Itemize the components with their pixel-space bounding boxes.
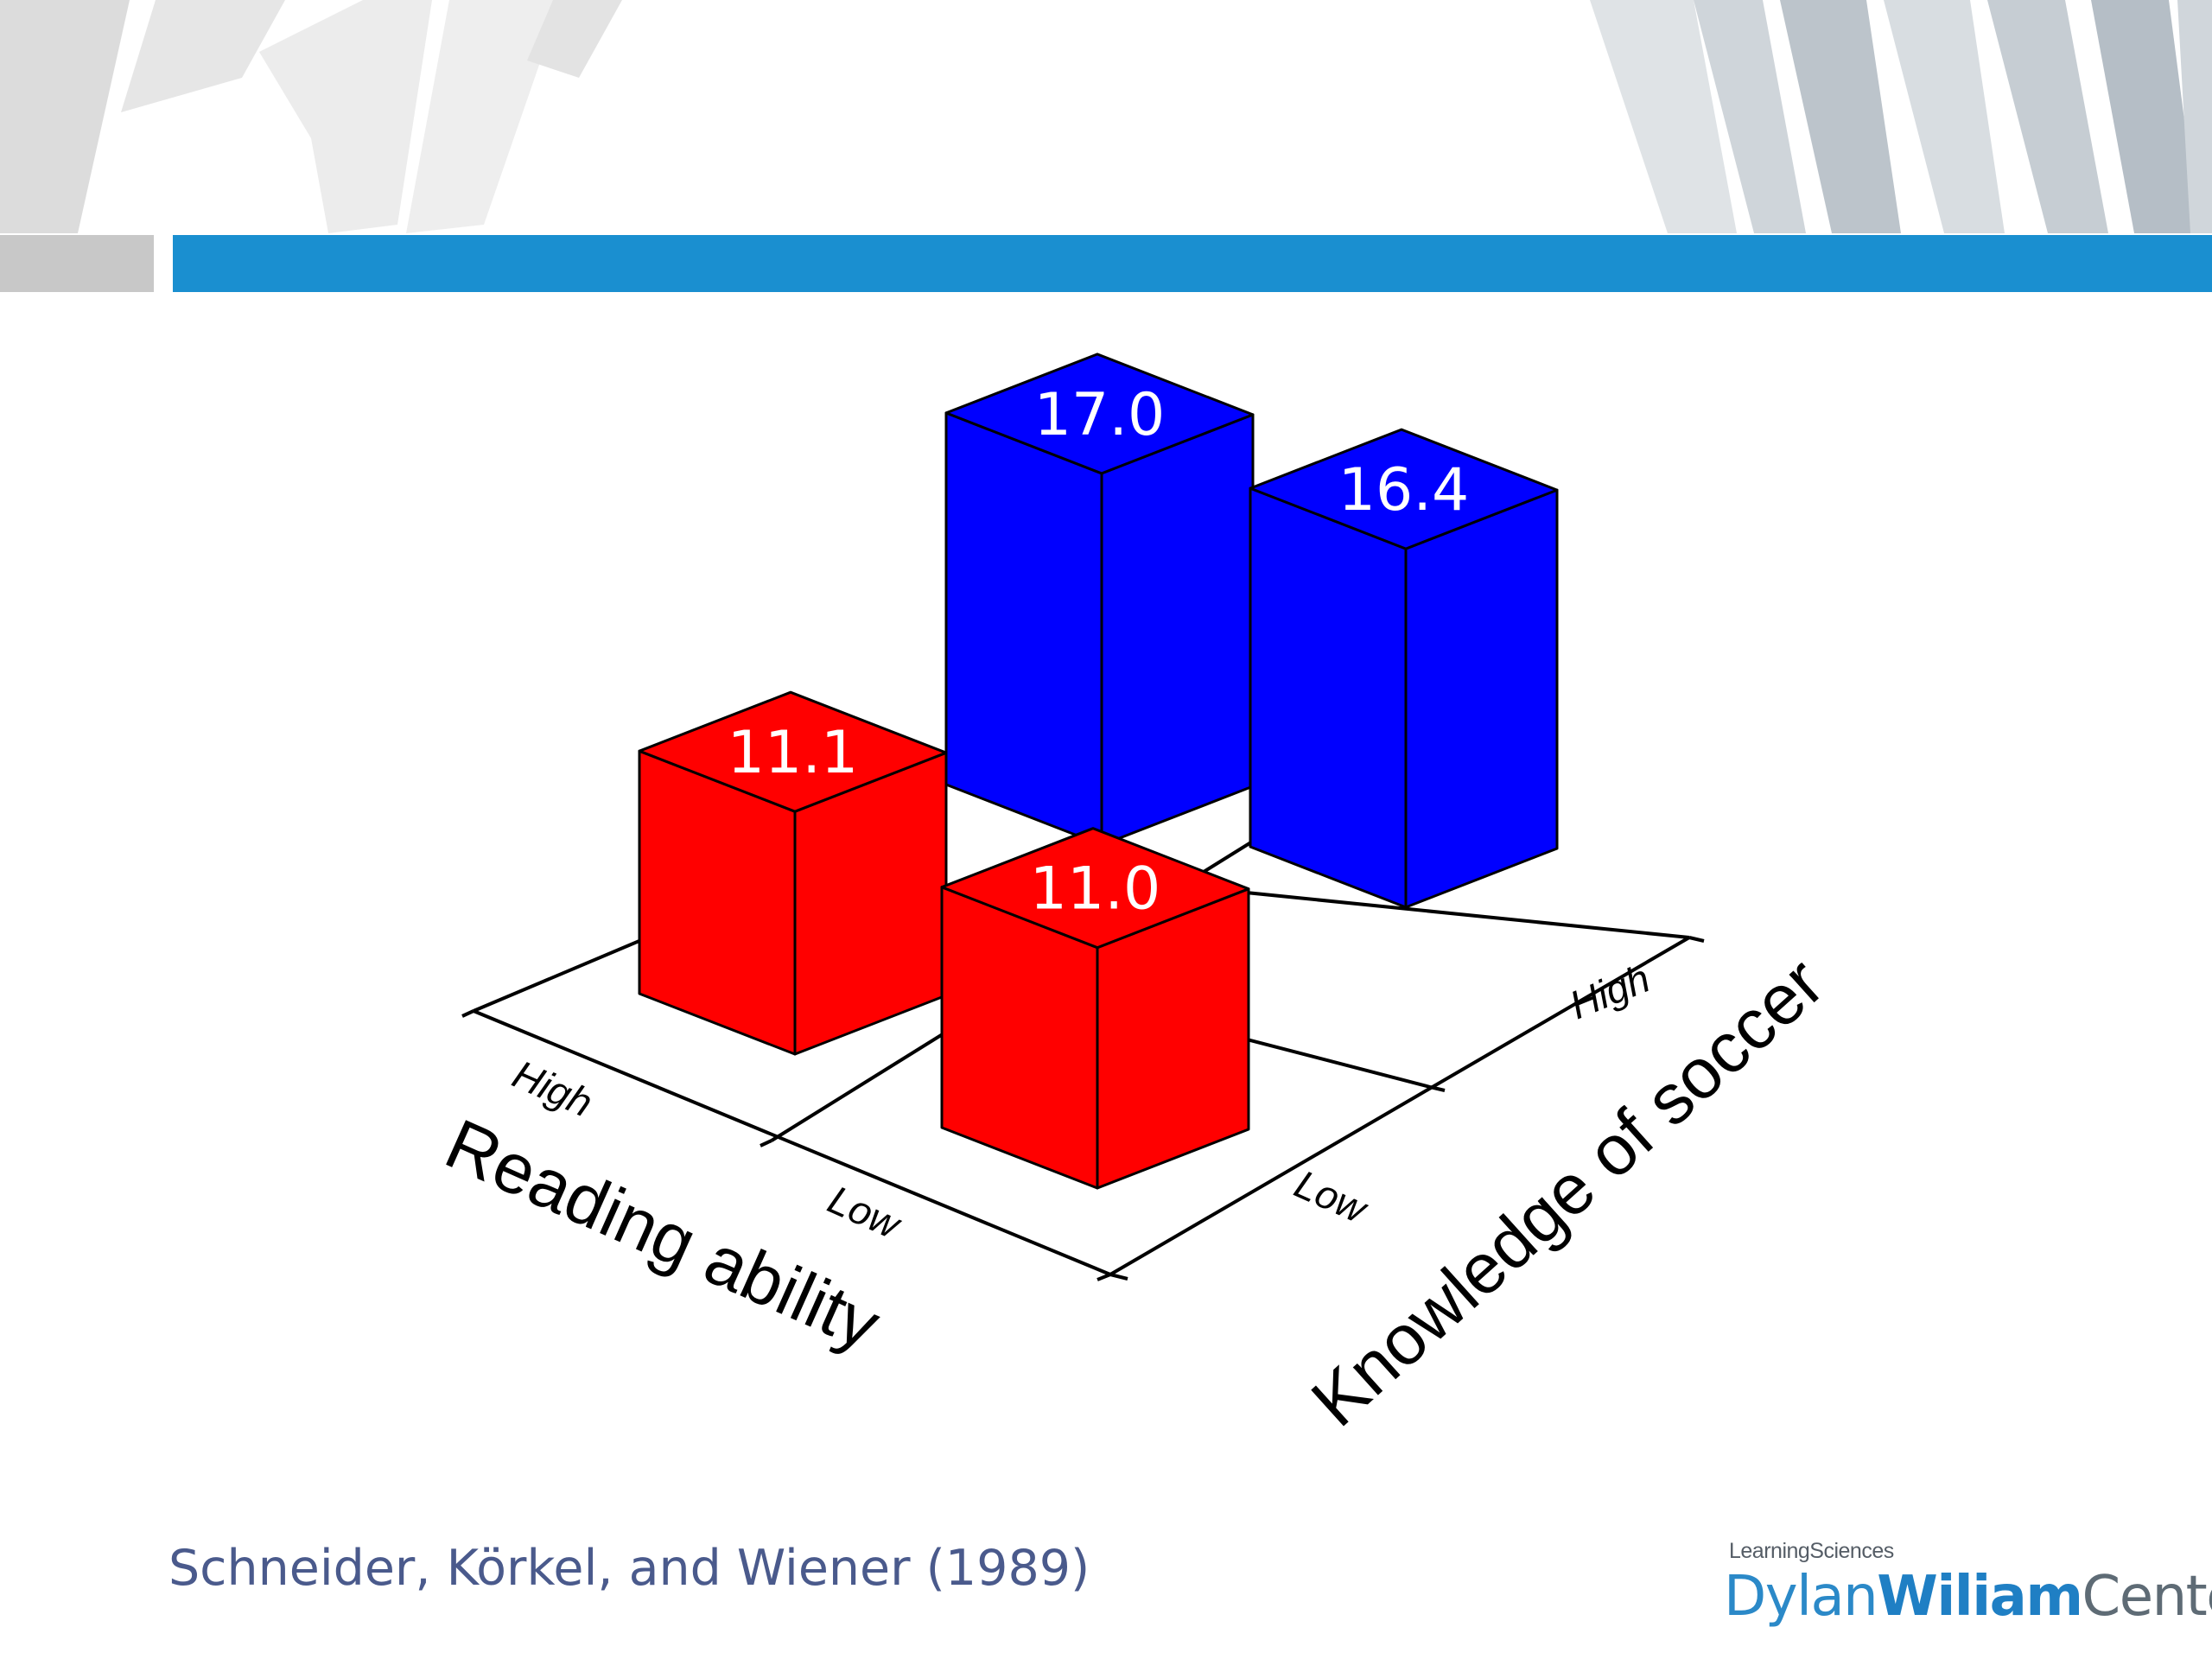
logo-name-part3: Center	[2082, 1565, 2212, 1629]
y-axis-title: Knowledge of soccer	[1297, 943, 1839, 1441]
bar-labels: 17.0 16.4 11.1 11.0	[728, 381, 1469, 924]
y-tick-label-low: Low	[1288, 1161, 1376, 1233]
bar-low-knowledge-low-reading	[940, 827, 1250, 1190]
header-gray-block	[0, 235, 154, 292]
data-label-high-high: 17.0	[1034, 381, 1165, 449]
data-label-low-high: 11.1	[728, 719, 858, 787]
bar-low-knowledge-high-reading	[638, 690, 948, 1056]
x-axis-title: Reading ability	[435, 1104, 891, 1365]
header-decoration	[0, 0, 2212, 233]
bars	[638, 353, 1559, 1190]
header-bar	[173, 235, 2212, 292]
y-tick-label-high: High	[1563, 956, 1656, 1028]
logo-name: DylanWiliamCenter	[1724, 1565, 2212, 1629]
bar-high-knowledge-low-reading	[1249, 428, 1559, 909]
logo-top-text: LearningSciences	[1729, 1539, 1894, 1563]
logo-name-part2: Wiliam	[1877, 1565, 2083, 1629]
dylan-wiliam-center-logo: LearningSciences DylanWiliamCenter	[1724, 1534, 2212, 1637]
citation: Schneider, Körkel, and Wiener (1989)	[168, 1540, 1090, 1597]
chart-3d-bar: 17.016.411.111.0 High Low Low High Readi…	[435, 353, 1839, 1441]
x-tick-label-high: High	[506, 1052, 600, 1126]
bar-high-knowledge-high-reading	[944, 353, 1255, 847]
logo-name-part1: Dylan	[1724, 1565, 1878, 1629]
data-label-high-low: 16.4	[1338, 456, 1469, 524]
data-label-low-low: 11.0	[1030, 855, 1160, 924]
